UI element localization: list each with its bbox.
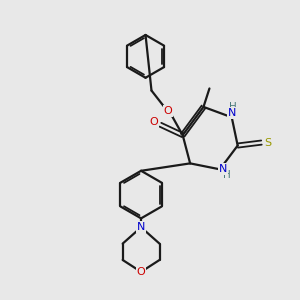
Text: N: N <box>219 164 228 174</box>
Text: N: N <box>137 222 145 232</box>
Text: O: O <box>164 106 172 116</box>
Text: O: O <box>137 267 146 277</box>
Text: H: H <box>224 170 231 180</box>
Text: H: H <box>229 102 237 112</box>
Text: O: O <box>149 117 158 127</box>
Text: S: S <box>264 138 272 148</box>
Text: N: N <box>227 108 236 118</box>
